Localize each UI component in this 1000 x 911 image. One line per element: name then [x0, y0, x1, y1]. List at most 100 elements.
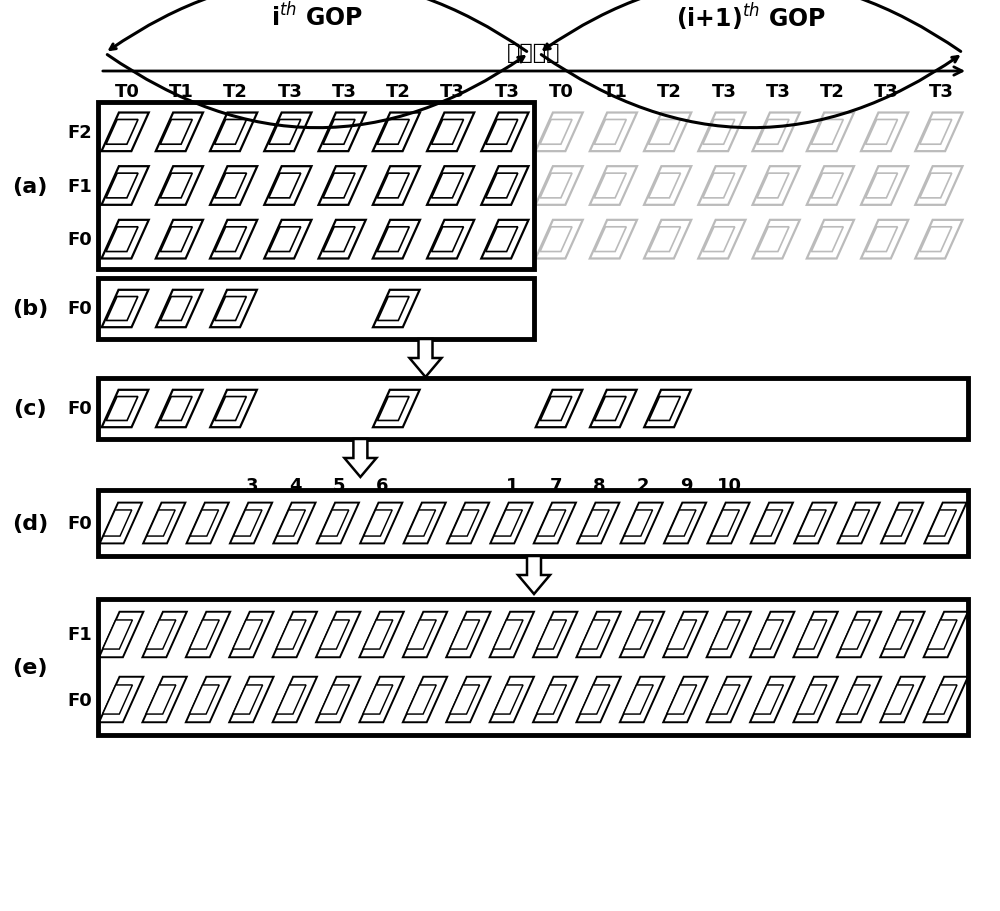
Polygon shape: [536, 220, 583, 260]
Polygon shape: [320, 510, 349, 537]
Polygon shape: [580, 685, 610, 714]
Polygon shape: [373, 113, 420, 152]
Polygon shape: [881, 503, 923, 544]
Polygon shape: [698, 167, 746, 206]
Polygon shape: [160, 297, 192, 321]
Text: T3: T3: [277, 83, 302, 101]
Polygon shape: [537, 685, 566, 714]
Polygon shape: [811, 120, 843, 145]
Polygon shape: [233, 685, 263, 714]
Text: T0: T0: [549, 83, 574, 101]
Polygon shape: [798, 510, 826, 537]
Polygon shape: [373, 291, 420, 328]
Polygon shape: [866, 120, 898, 145]
Polygon shape: [490, 612, 534, 658]
Polygon shape: [99, 677, 143, 722]
Polygon shape: [920, 120, 952, 145]
Polygon shape: [230, 503, 272, 544]
Polygon shape: [100, 503, 142, 544]
Bar: [98, 490, 968, 557]
Polygon shape: [649, 174, 681, 199]
Bar: [98, 599, 968, 735]
Polygon shape: [446, 612, 491, 658]
Polygon shape: [644, 113, 691, 152]
Text: 7: 7: [549, 476, 562, 495]
Polygon shape: [750, 612, 794, 658]
Polygon shape: [156, 391, 203, 428]
Text: T2: T2: [657, 83, 682, 101]
Polygon shape: [663, 612, 708, 658]
Polygon shape: [277, 510, 305, 537]
Polygon shape: [707, 677, 751, 722]
Polygon shape: [234, 510, 262, 537]
Polygon shape: [317, 503, 359, 544]
Polygon shape: [594, 120, 626, 145]
Polygon shape: [210, 113, 257, 152]
Text: F1: F1: [67, 178, 92, 195]
Text: (e): (e): [12, 657, 48, 677]
Polygon shape: [264, 167, 312, 206]
Polygon shape: [323, 120, 355, 145]
Polygon shape: [797, 620, 827, 650]
Polygon shape: [99, 612, 143, 658]
Polygon shape: [316, 612, 360, 658]
Polygon shape: [924, 612, 968, 658]
Text: T2: T2: [820, 83, 845, 101]
Polygon shape: [103, 685, 132, 714]
Polygon shape: [490, 503, 533, 544]
Polygon shape: [927, 685, 957, 714]
Polygon shape: [210, 291, 257, 328]
Polygon shape: [866, 228, 898, 252]
Text: (c): (c): [13, 399, 47, 419]
Polygon shape: [432, 174, 464, 199]
Polygon shape: [364, 510, 392, 537]
Text: 9: 9: [680, 476, 692, 495]
Polygon shape: [210, 167, 257, 206]
Polygon shape: [210, 391, 257, 428]
Polygon shape: [432, 120, 464, 145]
Polygon shape: [920, 174, 952, 199]
Polygon shape: [450, 620, 480, 650]
Polygon shape: [446, 677, 491, 722]
Polygon shape: [451, 510, 479, 537]
Polygon shape: [861, 220, 908, 260]
Polygon shape: [540, 174, 572, 199]
Polygon shape: [880, 677, 925, 722]
Polygon shape: [884, 685, 914, 714]
Polygon shape: [518, 557, 550, 594]
Polygon shape: [794, 503, 836, 544]
Polygon shape: [707, 503, 750, 544]
Polygon shape: [106, 174, 138, 199]
Polygon shape: [319, 167, 366, 206]
Polygon shape: [698, 113, 746, 152]
Polygon shape: [403, 677, 447, 722]
Polygon shape: [590, 220, 637, 260]
Polygon shape: [406, 685, 436, 714]
Polygon shape: [481, 113, 529, 152]
Polygon shape: [667, 620, 697, 650]
Text: (d): (d): [12, 514, 48, 534]
Polygon shape: [703, 120, 735, 145]
Polygon shape: [320, 620, 349, 650]
Polygon shape: [644, 391, 691, 428]
Polygon shape: [797, 685, 827, 714]
Text: T2: T2: [386, 83, 411, 101]
Polygon shape: [837, 677, 881, 722]
Polygon shape: [811, 228, 843, 252]
Text: 1: 1: [506, 476, 519, 495]
Polygon shape: [710, 685, 740, 714]
Polygon shape: [229, 677, 274, 722]
Polygon shape: [594, 228, 626, 252]
Polygon shape: [102, 167, 149, 206]
Polygon shape: [924, 677, 968, 722]
Polygon shape: [840, 620, 870, 650]
Polygon shape: [576, 677, 621, 722]
Polygon shape: [276, 620, 306, 650]
Polygon shape: [861, 113, 908, 152]
Text: 2: 2: [636, 476, 649, 495]
Text: 发送顺序: 发送顺序: [507, 43, 561, 63]
Polygon shape: [590, 167, 637, 206]
Polygon shape: [703, 174, 735, 199]
Polygon shape: [156, 220, 203, 260]
Polygon shape: [644, 220, 691, 260]
